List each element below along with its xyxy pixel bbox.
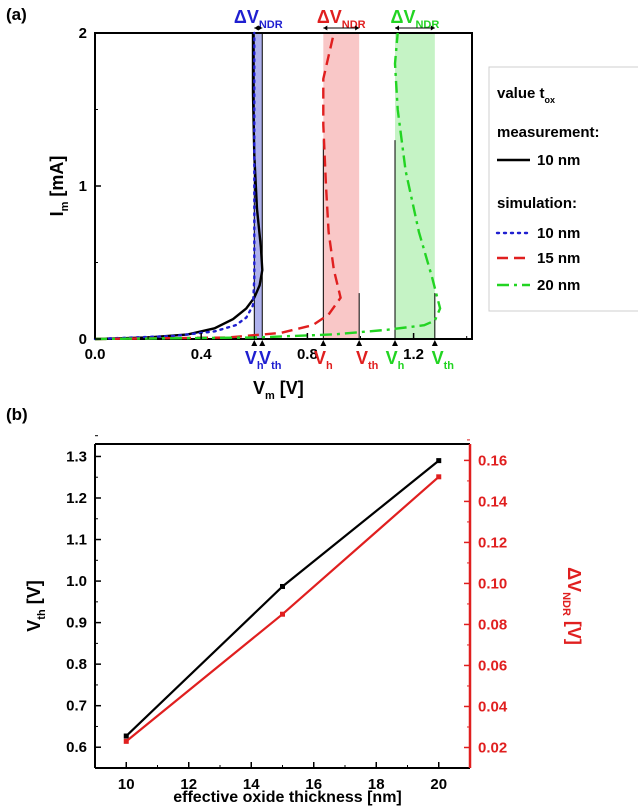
vh-arrow-1 [320,340,327,346]
vh-label-0: Vh [245,348,264,372]
legend-measurement-heading: measurement: [497,124,600,141]
x-tick-label-b: 12 [180,776,197,793]
data-point-b-0 [436,458,442,464]
legend-box [488,66,638,312]
data-point-b-0 [280,583,285,589]
y-right-tick-label: 0.10 [478,575,507,592]
panel-b-chart: 10 12 14 16 18 20 0.6 0.7 0.8 0.9 1.0 1.1 1.2 1.3 0.02… [24,435,584,806]
vth-label-0: Vth [259,348,282,372]
y-left-tick-label: 0.7 [66,698,87,715]
y-left-axis-label: Vth [V] [24,580,48,631]
legend-entry-1: 10 nm [537,225,580,242]
y-right-tick-label: 0.06 [478,657,507,674]
vh-arrow-0 [251,340,258,346]
y-tick-label-a: 1 [79,178,87,195]
y-axis-label-a: Im [mA] [47,156,71,217]
legend-title: value tox [497,85,555,105]
series-line-2 [94,32,342,341]
data-point-b-1 [436,474,442,480]
vh-arrow-2 [392,340,399,346]
y-right-tick-label: 0.02 [478,739,507,756]
series-line-3 [94,32,442,341]
x-tick-label-b: 16 [305,776,322,793]
data-point-b-1 [123,738,129,744]
y-right-axis-label: ΔVNDR [V] [560,567,584,645]
x-tick-label-a: 0.8 [297,346,318,363]
delta-vndr-label-1: ΔVNDR [317,7,366,31]
ndr-band-2 [395,33,435,339]
legend-simulation-heading: simulation: [497,195,577,212]
y-right-tick-label: 0.08 [478,616,507,633]
x-tick-label-b: 14 [243,776,260,793]
y-left-tick-label: 0.9 [66,615,87,632]
x-tick-label-b: 18 [368,776,385,793]
delta-arrowhead-2 [395,25,435,31]
x-tick-label-a: 0.4 [191,346,213,363]
data-point-b-1 [280,611,285,617]
y-left-tick-label: 1.2 [66,490,87,507]
y-tick-label-a: 2 [79,25,87,42]
series-line-b-1 [125,475,440,743]
x-axis-label-a: Vm [V] [253,378,304,402]
vth-arrow-2 [431,340,438,346]
y-tick-label-a: 0 [79,331,87,348]
y-right-tick-label: 0.16 [478,452,507,469]
y-left-tick-label: 1.1 [66,532,87,549]
panel-a-label: (a) [6,5,27,24]
y-right-tick-label: 0.12 [478,534,507,551]
x-tick-label-a: 1.2 [403,346,424,363]
legend-entry-3: 20 nm [537,277,580,294]
x-tick-label-b: 10 [118,776,135,793]
legend-entry-0: 10 nm [537,152,580,169]
vh-label-2: Vh [386,348,405,372]
panel-b-label: (b) [6,405,28,424]
delta-arrowhead-0 [254,25,263,31]
vth-label-2: Vth [432,348,455,372]
delta-arrowhead-1 [323,25,360,31]
vth-arrow-1 [356,340,363,346]
ndr-band-0 [254,33,263,339]
y-right-tick-label: 0.14 [478,493,508,510]
ndr-band-1 [323,33,360,339]
series-line-b-0 [125,459,440,737]
legend-entry-2: 15 nm [537,250,580,267]
series-line-1 [93,31,256,341]
y-left-tick-label: 1.0 [66,573,87,590]
vth-label-1: Vth [356,348,379,372]
y-left-tick-label: 0.6 [66,739,87,756]
data-point-b-0 [123,733,129,739]
y-left-tick-label: 0.8 [66,656,87,673]
y-left-tick-label: 1.3 [66,448,87,465]
y-right-tick-label: 0.04 [478,698,508,715]
vh-label-1: Vh [314,348,333,372]
delta-vndr-label-0: ΔVNDR [234,7,283,31]
series-line-0 [94,33,264,341]
x-tick-label-b: 20 [430,776,447,793]
x-tick-label-a: 0.0 [85,346,106,363]
x-axis-label-b: effective oxide thickness [nm] [173,789,402,806]
vth-arrow-0 [259,340,266,346]
